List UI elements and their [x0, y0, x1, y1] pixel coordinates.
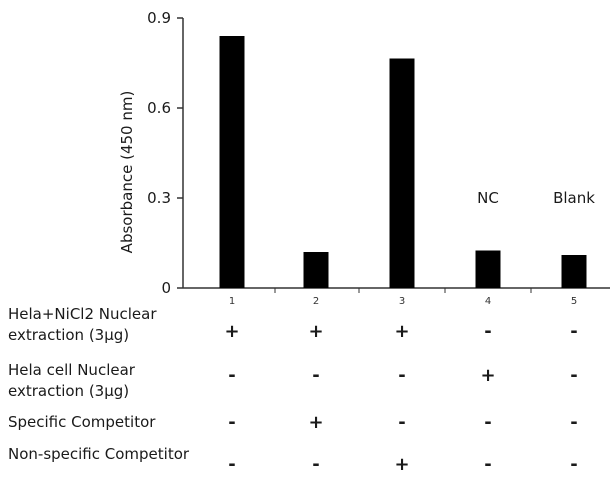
bar-3 — [389, 58, 415, 288]
minus-sign: - — [228, 454, 236, 475]
plus-sign: + — [308, 412, 324, 433]
minus-sign: - — [398, 365, 406, 386]
bars — [219, 36, 587, 288]
minus-sign: - — [570, 365, 578, 386]
category-label-4: 4 — [485, 296, 491, 307]
condition-label: Specific Competitor — [8, 413, 156, 431]
y-tick-label: 0 — [161, 279, 171, 297]
minus-sign: - — [570, 412, 578, 433]
category-label-1: 1 — [229, 296, 235, 307]
condition-label: Hela cell Nuclear extraction (3µg) — [8, 361, 135, 400]
bar-4 — [475, 250, 501, 288]
y-axis-label: Absorbance (450 nm) — [118, 91, 136, 254]
y-tick-label: 0.3 — [147, 189, 171, 207]
annotations: NC Blank — [477, 189, 595, 207]
y-tick-label: 0.6 — [147, 99, 171, 117]
plus-sign: + — [394, 321, 410, 342]
y-ticks: 0 0.3 0.6 0.9 — [147, 9, 183, 297]
condition-label: Non-specific Competitor — [8, 445, 190, 463]
category-labels: 1 2 3 4 5 — [229, 288, 577, 307]
plus-sign: + — [480, 365, 496, 386]
minus-sign: - — [398, 412, 406, 433]
minus-sign: - — [312, 365, 320, 386]
annotation-nc: NC — [477, 189, 499, 207]
annotation-blank: Blank — [553, 189, 595, 207]
minus-sign: - — [484, 454, 492, 475]
bar-5 — [561, 255, 587, 288]
minus-sign: - — [570, 454, 578, 475]
plus-sign: + — [224, 321, 240, 342]
plus-sign: + — [394, 454, 410, 475]
minus-sign: - — [570, 321, 578, 342]
category-label-2: 2 — [313, 296, 319, 307]
minus-sign: - — [484, 321, 492, 342]
plus-sign: + — [308, 321, 324, 342]
bar-1 — [219, 36, 245, 288]
category-label-5: 5 — [571, 296, 577, 307]
minus-sign: - — [312, 454, 320, 475]
minus-sign: - — [228, 412, 236, 433]
minus-sign: - — [484, 412, 492, 433]
minus-sign: - — [228, 365, 236, 386]
condition-label: Hela+NiCl2 Nuclear extraction (3µg) — [8, 305, 157, 344]
category-label-3: 3 — [399, 296, 405, 307]
y-tick-label: 0.9 — [147, 9, 171, 27]
bar-2 — [303, 252, 329, 288]
